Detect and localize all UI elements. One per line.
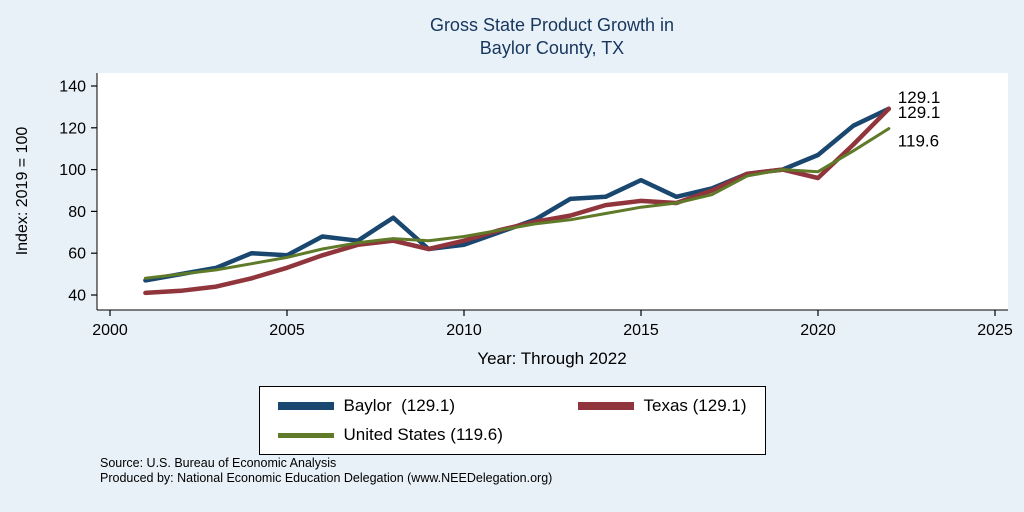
y-axis-title: Index: 2019 = 100 [14, 127, 31, 256]
x-tick-label: 2005 [269, 322, 305, 339]
chart-title-line1: Gross State Product Growth in [429, 15, 675, 35]
baylor-line-swatch [277, 402, 334, 410]
x-tick-label: 2000 [92, 322, 128, 339]
x-tick-label: 2020 [800, 322, 836, 339]
x-tick-label: 2025 [977, 322, 1013, 339]
x-tick-label: 2015 [623, 322, 659, 339]
legend-item-united-states: United States (119.6) [277, 425, 578, 445]
x-tick-label: 2010 [446, 322, 482, 339]
source-note: Source: U.S. Bureau of Economic Analysis [100, 456, 337, 470]
texas-end-label: 129.1 [898, 103, 941, 122]
legend-label-baylor: Baylor (129.1) [343, 396, 456, 415]
y-tick-label: 80 [68, 204, 86, 221]
legend: Baylor (129.1) Texas (129.1) United Stat… [258, 386, 766, 455]
chart-canvas: 40 60 80 100 120 140 2000 2005 2010 2015 2020 2025 I… [14, 73, 1013, 368]
y-tick-label: 40 [68, 288, 86, 305]
united-states-line-swatch [277, 432, 334, 438]
united-states-end-label: 119.6 [898, 132, 939, 151]
y-tick-label: 100 [59, 162, 86, 179]
chart-title-line2: Baylor County, TX [479, 38, 625, 58]
united-states-line [143, 127, 891, 280]
produced-by-note: Produced by: National Economic Education… [100, 471, 553, 485]
baylor-end-label: 129.1 [898, 88, 941, 107]
texas-line-swatch [577, 402, 634, 410]
y-tick-label: 140 [59, 79, 86, 96]
y-tick-label: 120 [59, 120, 86, 137]
legend-item-texas: Texas (129.1) [577, 396, 747, 416]
y-tick-label: 60 [68, 246, 86, 263]
chart-title: Gross State Product Growth in Baylor Cou… [80, 14, 1024, 60]
legend-container: Baylor (129.1) Texas (129.1) United Stat… [0, 386, 1024, 455]
plot-area [97, 73, 1008, 310]
legend-label-texas: Texas (129.1) [643, 396, 747, 415]
footer-notes: Source: U.S. Bureau of Economic Analysis… [100, 456, 552, 486]
legend-item-baylor: Baylor (129.1) [277, 396, 578, 416]
x-axis-title: Year: Through 2022 [477, 349, 626, 368]
legend-label-united-states: United States (119.6) [343, 425, 503, 444]
